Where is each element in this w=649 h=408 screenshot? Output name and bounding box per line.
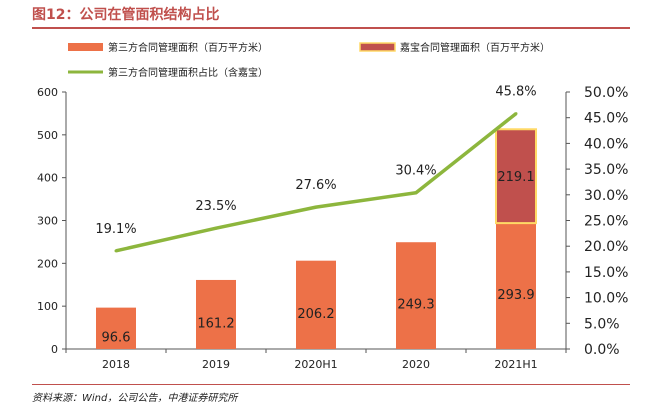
x-tick-label: 2020H1	[294, 358, 337, 371]
source-note: 资料来源：Wind，公司公告，中港证券研究所	[32, 393, 238, 404]
y-tick-label-left: 500	[37, 129, 58, 142]
source-divider	[32, 384, 630, 385]
share-line-series	[114, 112, 518, 253]
bar-label-jiabao: 219.1	[497, 170, 534, 185]
line-label-share: 19.1%	[95, 222, 136, 237]
y-tick-label-left: 0	[51, 343, 58, 356]
y-tick-label-right: 10.0%	[584, 291, 628, 307]
x-tick-label: 2019	[202, 358, 230, 371]
line-label-share: 30.4%	[395, 164, 436, 179]
y-tick-label-left: 100	[37, 300, 58, 313]
legend-swatch-third-party	[68, 43, 103, 51]
bar-label-third-party: 96.6	[102, 330, 131, 345]
y-tick-label-right: 15.0%	[584, 265, 628, 281]
y-tick-label-right: 50.0%	[584, 85, 628, 101]
bar-third-party	[496, 223, 536, 349]
share-line-point	[214, 226, 218, 230]
bar-label-third-party: 161.2	[197, 316, 234, 331]
y-tick-label-right: 5.0%	[584, 316, 620, 332]
y-tick-label-left: 600	[37, 86, 58, 99]
bar-third-party	[296, 260, 336, 349]
y-tick-label-right: 20.0%	[584, 239, 628, 255]
share-line-point	[514, 112, 518, 116]
legend-label-third-party: 第三方合同管理面积（百万平方米）	[108, 41, 268, 54]
legend-swatch-jiabao	[359, 42, 396, 52]
legend: 第三方合同管理面积（百万平方米） 嘉宝合同管理面积（百万平方米） 第三方合同管理面积…	[68, 41, 550, 79]
bar-label-third-party: 206.2	[297, 307, 334, 322]
legend-label-share-line: 第三方合同管理面积占比（含嘉宝）	[108, 66, 268, 79]
share-line-point	[314, 205, 318, 209]
bars	[96, 128, 537, 349]
bar-label-third-party: 293.9	[497, 288, 534, 303]
share-line-point	[114, 249, 118, 253]
legend-label-jiabao: 嘉宝合同管理面积（百万平方米）	[400, 41, 550, 54]
x-tick-label: 2018	[102, 358, 130, 371]
y-tick-label-right: 30.0%	[584, 188, 628, 204]
line-label-share: 45.8%	[495, 85, 536, 100]
y-tick-label-left: 300	[37, 215, 58, 228]
y-tick-label-right: 0.0%	[584, 342, 620, 358]
title-divider	[32, 27, 630, 29]
x-tick-label: 2020	[402, 358, 430, 371]
bar-jiabao	[495, 128, 537, 225]
share-line-point	[414, 191, 418, 195]
y-tick-label-left: 200	[37, 257, 58, 270]
bar-third-party	[396, 242, 436, 349]
y-tick-label-right: 25.0%	[584, 214, 628, 230]
line-label-share: 27.6%	[295, 178, 336, 193]
y-tick-label-right: 35.0%	[584, 162, 628, 178]
bar-third-party	[96, 307, 136, 349]
y-tick-label-right: 40.0%	[584, 136, 628, 152]
data-labels: 96.6 161.2 206.2 249.3 293.9 219.1 19.1% 23.5% 2…	[95, 85, 536, 346]
axes: 0 100 200 300 400 500 600 0.0% 5.0% 10.0% 15.0% 20.…	[37, 85, 628, 371]
bar-third-party	[196, 279, 236, 349]
chart-title: 图12：公司在管面积结构占比	[32, 7, 220, 23]
y-tick-label-left: 400	[37, 172, 58, 185]
bar-label-third-party: 249.3	[397, 298, 434, 313]
x-tick-label: 2021H1	[494, 358, 537, 371]
y-tick-label-right: 45.0%	[584, 111, 628, 127]
line-label-share: 23.5%	[195, 199, 236, 214]
